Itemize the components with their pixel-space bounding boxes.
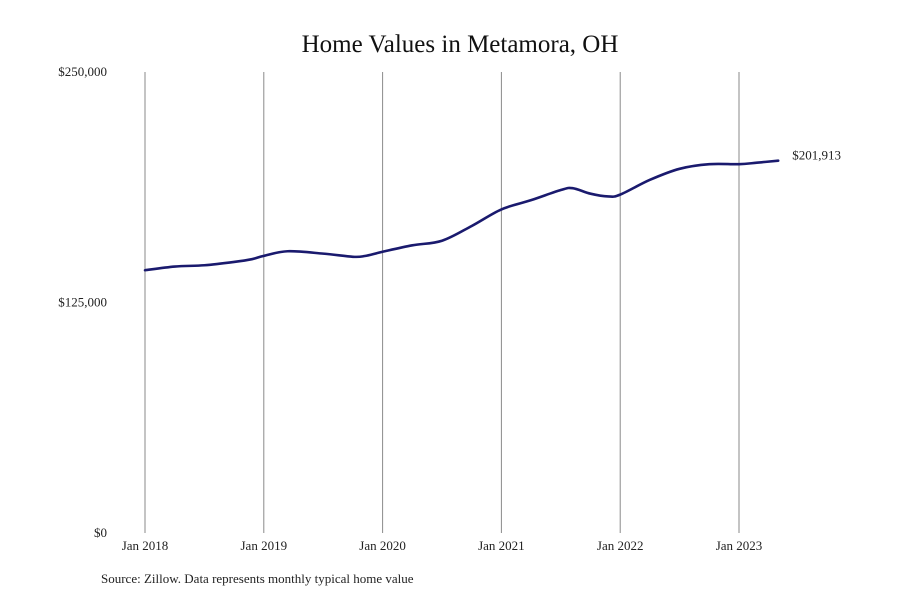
x-tick-label: Jan 2020 xyxy=(359,538,406,553)
x-tick-label: Jan 2018 xyxy=(122,538,169,553)
x-tick-label: Jan 2021 xyxy=(478,538,525,553)
end-value-label: $201,913 xyxy=(792,148,841,163)
y-axis-ticks: $0 $125,000 $250,000 xyxy=(58,64,107,540)
x-tick-label: Jan 2023 xyxy=(716,538,763,553)
x-tick-label: Jan 2019 xyxy=(241,538,288,553)
x-tick-label: Jan 2022 xyxy=(597,538,644,553)
x-axis-ticks: Jan 2018 Jan 2019 Jan 2020 Jan 2021 Jan 2022… xyxy=(122,538,763,553)
gridlines xyxy=(144,72,740,533)
y-tick-label: $125,000 xyxy=(58,295,107,310)
y-tick-label: $0 xyxy=(94,525,107,540)
source-note: Source: Zillow. Data represents monthly … xyxy=(101,571,414,586)
home-value-line xyxy=(143,159,780,272)
chart-title: Home Values in Metamora, OH xyxy=(302,31,619,58)
y-tick-label: $250,000 xyxy=(58,64,107,79)
